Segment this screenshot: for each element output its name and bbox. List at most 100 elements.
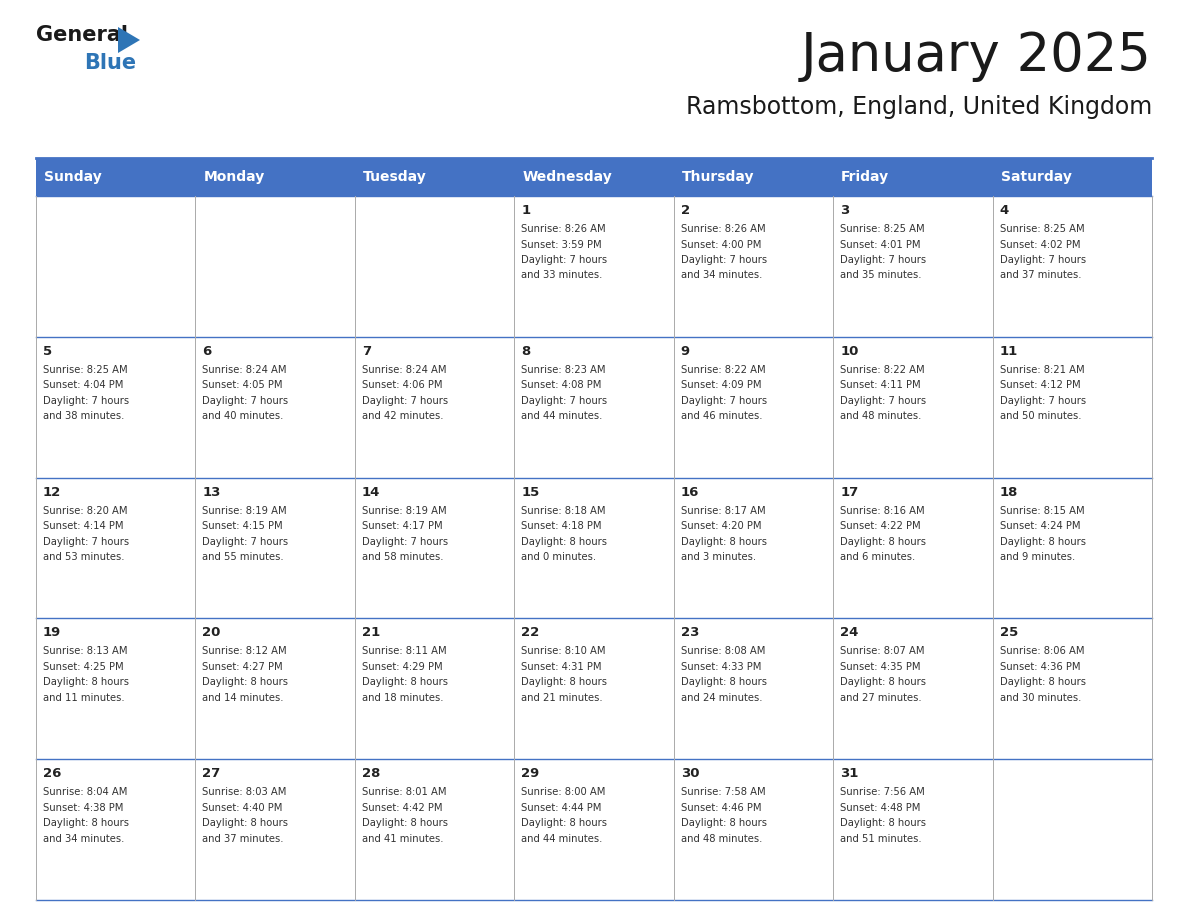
Text: 27: 27 (202, 767, 221, 780)
Text: Daylight: 7 hours: Daylight: 7 hours (681, 255, 766, 265)
Text: Sunset: 4:14 PM: Sunset: 4:14 PM (43, 521, 124, 532)
Bar (833, 196, 992, 337)
Bar (355, 158, 514, 196)
Text: Thursday: Thursday (682, 170, 754, 184)
Text: 29: 29 (522, 767, 539, 780)
Text: Daylight: 7 hours: Daylight: 7 hours (43, 537, 129, 546)
Text: Daylight: 8 hours: Daylight: 8 hours (681, 537, 766, 546)
Text: Sunrise: 8:21 AM: Sunrise: 8:21 AM (999, 364, 1085, 375)
Text: Daylight: 7 hours: Daylight: 7 hours (522, 396, 607, 406)
Bar (674, 337, 833, 477)
Text: Sunset: 4:01 PM: Sunset: 4:01 PM (840, 240, 921, 250)
Text: 11: 11 (999, 345, 1018, 358)
Bar (674, 619, 833, 759)
Text: Daylight: 7 hours: Daylight: 7 hours (840, 255, 927, 265)
Text: Sunset: 4:17 PM: Sunset: 4:17 PM (362, 521, 442, 532)
Text: Sunrise: 8:26 AM: Sunrise: 8:26 AM (681, 224, 765, 234)
Text: 17: 17 (840, 486, 859, 498)
Bar (196, 619, 355, 759)
Text: Sunset: 4:04 PM: Sunset: 4:04 PM (43, 380, 124, 390)
Text: and 21 minutes.: and 21 minutes. (522, 693, 604, 703)
Text: 4: 4 (999, 204, 1009, 217)
Text: Daylight: 7 hours: Daylight: 7 hours (840, 396, 927, 406)
Text: and 46 minutes.: and 46 minutes. (681, 411, 763, 421)
Text: 21: 21 (362, 626, 380, 640)
Text: 7: 7 (362, 345, 371, 358)
Bar (833, 337, 992, 477)
Text: 19: 19 (43, 626, 62, 640)
Text: Sunset: 4:06 PM: Sunset: 4:06 PM (362, 380, 442, 390)
Text: and 14 minutes.: and 14 minutes. (202, 693, 284, 703)
Bar (833, 158, 992, 196)
Text: Sunday: Sunday (44, 170, 102, 184)
Text: Sunrise: 8:15 AM: Sunrise: 8:15 AM (999, 506, 1085, 516)
Bar (992, 759, 1152, 900)
Bar (674, 477, 833, 619)
Text: and 35 minutes.: and 35 minutes. (840, 271, 922, 281)
Bar (36, 158, 196, 196)
Text: and 34 minutes.: and 34 minutes. (681, 271, 762, 281)
Text: Daylight: 8 hours: Daylight: 8 hours (362, 677, 448, 688)
Text: Sunset: 4:44 PM: Sunset: 4:44 PM (522, 802, 601, 812)
Text: and 53 minutes.: and 53 minutes. (43, 552, 125, 562)
Text: 8: 8 (522, 345, 531, 358)
Text: Sunrise: 8:12 AM: Sunrise: 8:12 AM (202, 646, 287, 656)
Bar (36, 337, 196, 477)
Text: Sunrise: 8:16 AM: Sunrise: 8:16 AM (840, 506, 924, 516)
Polygon shape (118, 27, 140, 53)
Bar (833, 477, 992, 619)
Bar (355, 759, 514, 900)
Text: and 34 minutes.: and 34 minutes. (43, 834, 125, 844)
Text: Ramsbottom, England, United Kingdom: Ramsbottom, England, United Kingdom (685, 95, 1152, 119)
Text: and 37 minutes.: and 37 minutes. (202, 834, 284, 844)
Bar (992, 619, 1152, 759)
Text: 30: 30 (681, 767, 700, 780)
Bar (992, 337, 1152, 477)
Text: Sunset: 4:00 PM: Sunset: 4:00 PM (681, 240, 762, 250)
Text: and 38 minutes.: and 38 minutes. (43, 411, 125, 421)
Bar (514, 337, 674, 477)
Text: 22: 22 (522, 626, 539, 640)
Text: Sunrise: 8:25 AM: Sunrise: 8:25 AM (840, 224, 924, 234)
Bar (833, 619, 992, 759)
Text: Sunrise: 8:19 AM: Sunrise: 8:19 AM (202, 506, 287, 516)
Text: 31: 31 (840, 767, 859, 780)
Text: 24: 24 (840, 626, 859, 640)
Text: 28: 28 (362, 767, 380, 780)
Text: Sunrise: 8:24 AM: Sunrise: 8:24 AM (362, 364, 447, 375)
Text: Sunset: 4:22 PM: Sunset: 4:22 PM (840, 521, 921, 532)
Text: 15: 15 (522, 486, 539, 498)
Text: Tuesday: Tuesday (362, 170, 426, 184)
Text: Daylight: 7 hours: Daylight: 7 hours (999, 396, 1086, 406)
Text: and 40 minutes.: and 40 minutes. (202, 411, 284, 421)
Bar (514, 158, 674, 196)
Bar (833, 759, 992, 900)
Text: Friday: Friday (841, 170, 890, 184)
Text: Daylight: 8 hours: Daylight: 8 hours (202, 818, 289, 828)
Text: Sunset: 4:05 PM: Sunset: 4:05 PM (202, 380, 283, 390)
Bar (196, 759, 355, 900)
Text: Daylight: 7 hours: Daylight: 7 hours (202, 396, 289, 406)
Text: and 37 minutes.: and 37 minutes. (999, 271, 1081, 281)
Bar (992, 158, 1152, 196)
Text: January 2025: January 2025 (801, 30, 1152, 82)
Text: Daylight: 8 hours: Daylight: 8 hours (840, 677, 927, 688)
Text: Daylight: 7 hours: Daylight: 7 hours (362, 396, 448, 406)
Bar (36, 759, 196, 900)
Text: 26: 26 (43, 767, 62, 780)
Text: Sunset: 4:42 PM: Sunset: 4:42 PM (362, 802, 442, 812)
Text: 14: 14 (362, 486, 380, 498)
Text: Daylight: 8 hours: Daylight: 8 hours (681, 818, 766, 828)
Text: 20: 20 (202, 626, 221, 640)
Text: Daylight: 8 hours: Daylight: 8 hours (681, 677, 766, 688)
Bar (36, 196, 196, 337)
Text: 3: 3 (840, 204, 849, 217)
Text: Sunrise: 8:22 AM: Sunrise: 8:22 AM (681, 364, 765, 375)
Bar (196, 196, 355, 337)
Text: Sunset: 4:11 PM: Sunset: 4:11 PM (840, 380, 921, 390)
Text: Daylight: 8 hours: Daylight: 8 hours (522, 537, 607, 546)
Text: Daylight: 8 hours: Daylight: 8 hours (999, 677, 1086, 688)
Text: Sunrise: 7:56 AM: Sunrise: 7:56 AM (840, 788, 925, 797)
Text: Sunrise: 8:10 AM: Sunrise: 8:10 AM (522, 646, 606, 656)
Bar (36, 619, 196, 759)
